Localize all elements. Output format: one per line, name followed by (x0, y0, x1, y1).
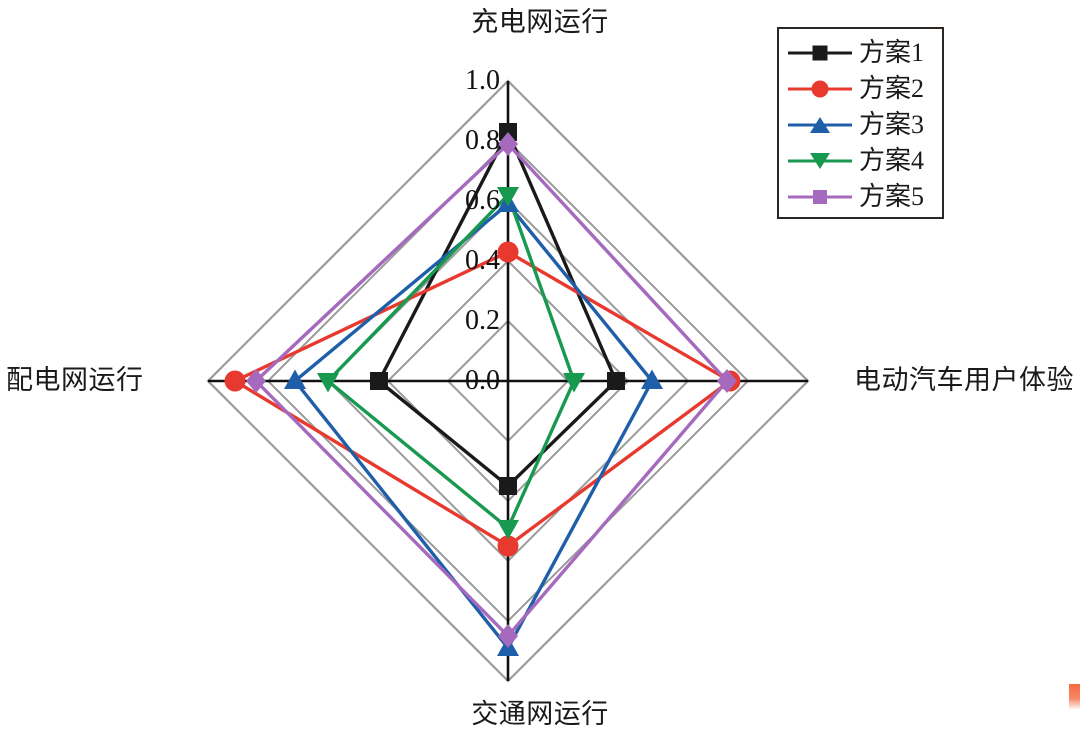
legend-label: 方案4 (859, 146, 925, 175)
data-point-marker (499, 477, 517, 495)
data-point-marker (497, 535, 519, 557)
axis-lines (208, 81, 808, 681)
radial-tick-label: 0.2 (465, 305, 500, 336)
legend-key-triangle-up-icon (788, 113, 852, 137)
data-point-marker (563, 373, 585, 393)
legend-label: 方案1 (859, 38, 925, 67)
legend-item-4[interactable]: 方案4 (779, 143, 942, 179)
data-point-marker (317, 373, 339, 393)
diamond-icon (813, 190, 827, 204)
data-point-marker (224, 370, 246, 392)
corner-artifact (1069, 684, 1080, 710)
radial-tick-label: 0.0 (465, 365, 500, 396)
axis-label-top: 充电网运行 (471, 7, 609, 37)
radial-tick-label: 0.4 (465, 245, 500, 276)
square-icon (812, 45, 828, 61)
legend-key-square-icon (788, 41, 852, 65)
legend-key-diamond-icon (788, 185, 852, 209)
legend-item-2[interactable]: 方案2 (779, 71, 942, 107)
data-point-marker (246, 369, 266, 393)
data-point-marker (497, 520, 519, 540)
legend-label: 方案5 (859, 182, 925, 211)
legend-key-circle-icon (788, 77, 852, 101)
data-markers (224, 123, 741, 656)
circle-icon (811, 80, 829, 98)
data-point-marker (641, 369, 663, 389)
axis-label-bottom: 交通网运行 (471, 699, 609, 729)
radial-tick-label: 0.8 (465, 125, 500, 156)
data-point-marker (370, 372, 388, 390)
legend-item-5[interactable]: 方案5 (779, 179, 942, 215)
triangle-up-icon (810, 117, 830, 133)
legend-item-3[interactable]: 方案3 (779, 107, 942, 143)
data-point-marker (498, 132, 518, 156)
data-point-marker (498, 624, 518, 648)
data-point-marker (607, 372, 625, 390)
axis-label-left: 配电网运行 (6, 365, 144, 395)
data-point-marker (497, 187, 519, 207)
legend-label: 方案2 (859, 74, 925, 103)
triangle-down-icon (810, 153, 830, 169)
legend-item-1[interactable]: 方案1 (779, 35, 942, 71)
legend-key-triangle-down-icon (788, 149, 852, 173)
data-point-marker (497, 241, 519, 263)
radial-tick-label: 0.6 (465, 185, 500, 216)
axis-label-right: 电动汽车用户体验 (854, 365, 1074, 395)
radial-tick-label: 1.0 (465, 65, 500, 96)
legend-label: 方案3 (859, 110, 925, 139)
data-point-marker (284, 369, 306, 389)
legend: 方案1 方案2 方案3 方案4 方案5 (777, 27, 944, 219)
data-point-marker (717, 369, 737, 393)
